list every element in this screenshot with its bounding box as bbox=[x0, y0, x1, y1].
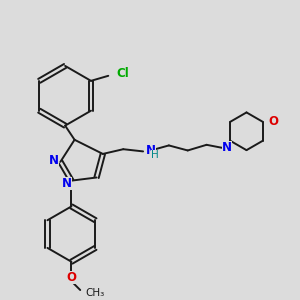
Text: H: H bbox=[151, 150, 159, 160]
Text: O: O bbox=[66, 271, 76, 284]
Text: N: N bbox=[62, 177, 72, 190]
Text: N: N bbox=[49, 154, 58, 167]
Text: O: O bbox=[268, 116, 278, 128]
Text: CH₃: CH₃ bbox=[85, 288, 105, 298]
Text: N: N bbox=[222, 141, 232, 154]
Text: N: N bbox=[146, 144, 156, 157]
Text: Cl: Cl bbox=[116, 68, 129, 80]
